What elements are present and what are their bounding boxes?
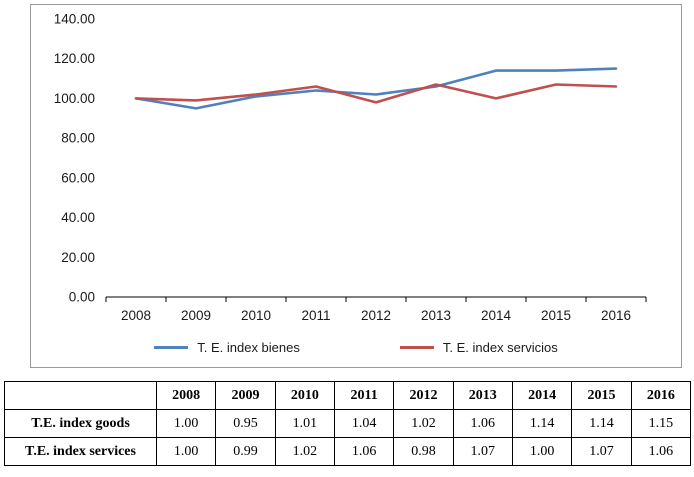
row-label-cell: T.E. index services: [4, 437, 157, 466]
x-axis-tick-label: 2009: [181, 308, 211, 323]
y-axis-tick-label: 60.00: [61, 170, 95, 185]
x-axis-tick-label: 2014: [481, 308, 512, 323]
table-value-cell: 0.98: [393, 437, 454, 466]
legend-label-servicios: T. E. index servicios: [442, 340, 558, 355]
y-axis-tick-label: 20.00: [61, 250, 95, 265]
table-value-cell: 1.01: [274, 409, 335, 438]
x-axis-tick-label: 2012: [361, 308, 391, 323]
table-value-cell: 1.07: [571, 437, 632, 466]
table-value-cell: 1.02: [274, 437, 335, 466]
chart-plot-area: 0.00 20.00 40.00 60.00 80.00 100.00 120.00 140.…: [54, 12, 647, 323]
table-header-cell: [4, 381, 157, 410]
y-axis-tick-label: 120.00: [54, 51, 95, 66]
y-axis-tick-label: 100.00: [54, 91, 95, 106]
line-chart: 0.00 20.00 40.00 60.00 80.00 100.00 120.00 140.…: [30, 4, 682, 368]
table-row: T.E. index services 1.00 0.99 1.02 1.06 0.98 1…: [4, 437, 692, 466]
x-axis-tick-label: 2013: [421, 308, 451, 323]
chart-legend: T. E. index bienes T. E. index servicios: [31, 340, 681, 355]
x-axis-tick-label: 2016: [601, 308, 631, 323]
table-value-cell: 1.14: [511, 409, 573, 438]
table-header-cell: 2014: [511, 381, 573, 410]
table-value-cell: 0.95: [215, 409, 276, 438]
legend-item-servicios: T. E. index servicios: [399, 340, 558, 355]
x-axis-tick-label: 2011: [301, 308, 330, 323]
x-axis-tick-label: 2010: [241, 308, 271, 323]
table-header-row: 2008 2009 2010 2011 2012 2013 2014 2015 2016: [4, 381, 692, 410]
data-table: 2008 2009 2010 2011 2012 2013 2014 2015 2016 T.E…: [4, 381, 692, 466]
table-header-cell: 2015: [571, 381, 632, 410]
table-row: T.E. index goods 1.00 0.95 1.01 1.04 1.02 1.06…: [4, 409, 692, 438]
table-value-cell: 1.15: [630, 409, 692, 438]
series-line-servicios: [134, 83, 618, 104]
table-value-cell: 1.14: [571, 409, 632, 438]
table-header-cell: 2011: [333, 381, 395, 410]
table-value-cell: 1.02: [393, 409, 454, 438]
table-value-cell: 0.99: [215, 437, 276, 466]
legend-item-bienes: T. E. index bienes: [154, 340, 300, 355]
table-value-cell: 1.06: [630, 437, 692, 466]
x-axis-tick-label: 2015: [541, 308, 571, 323]
legend-line-swatch-servicios: [399, 346, 434, 349]
data-table-header: 2008 2009 2010 2011 2012 2013 2014 2015 2016: [4, 381, 692, 410]
table-header-cell: 2008: [155, 381, 217, 410]
table-header-cell: 2016: [630, 381, 692, 410]
table-value-cell: 1.04: [333, 409, 395, 438]
table-header-cell: 2013: [452, 381, 513, 410]
y-axis-tick-label: 0.00: [69, 290, 95, 305]
row-label-cell: T.E. index goods: [4, 409, 157, 438]
table-value-cell: 1.06: [452, 409, 513, 438]
y-axis-tick-label: 40.00: [61, 210, 95, 225]
legend-line-swatch-bienes: [154, 346, 189, 349]
x-axis-tick-label: 2008: [121, 308, 151, 323]
table-value-cell: 1.07: [452, 437, 513, 466]
table-value-cell: 1.00: [155, 409, 217, 438]
table-header-cell: 2012: [393, 381, 454, 410]
data-table-body: T.E. index goods 1.00 0.95 1.01 1.04 1.02 1.06…: [4, 409, 692, 466]
table-header-cell: 2010: [274, 381, 335, 410]
legend-label-bienes: T. E. index bienes: [197, 340, 300, 355]
table-header-cell: 2009: [215, 381, 276, 410]
table-value-cell: 1.06: [333, 437, 395, 466]
table-value-cell: 1.00: [155, 437, 217, 466]
series-line-bienes: [134, 67, 618, 110]
table-value-cell: 1.00: [511, 437, 573, 466]
y-axis-tick-label: 80.00: [61, 131, 95, 146]
y-axis-tick-label: 140.00: [54, 12, 95, 27]
